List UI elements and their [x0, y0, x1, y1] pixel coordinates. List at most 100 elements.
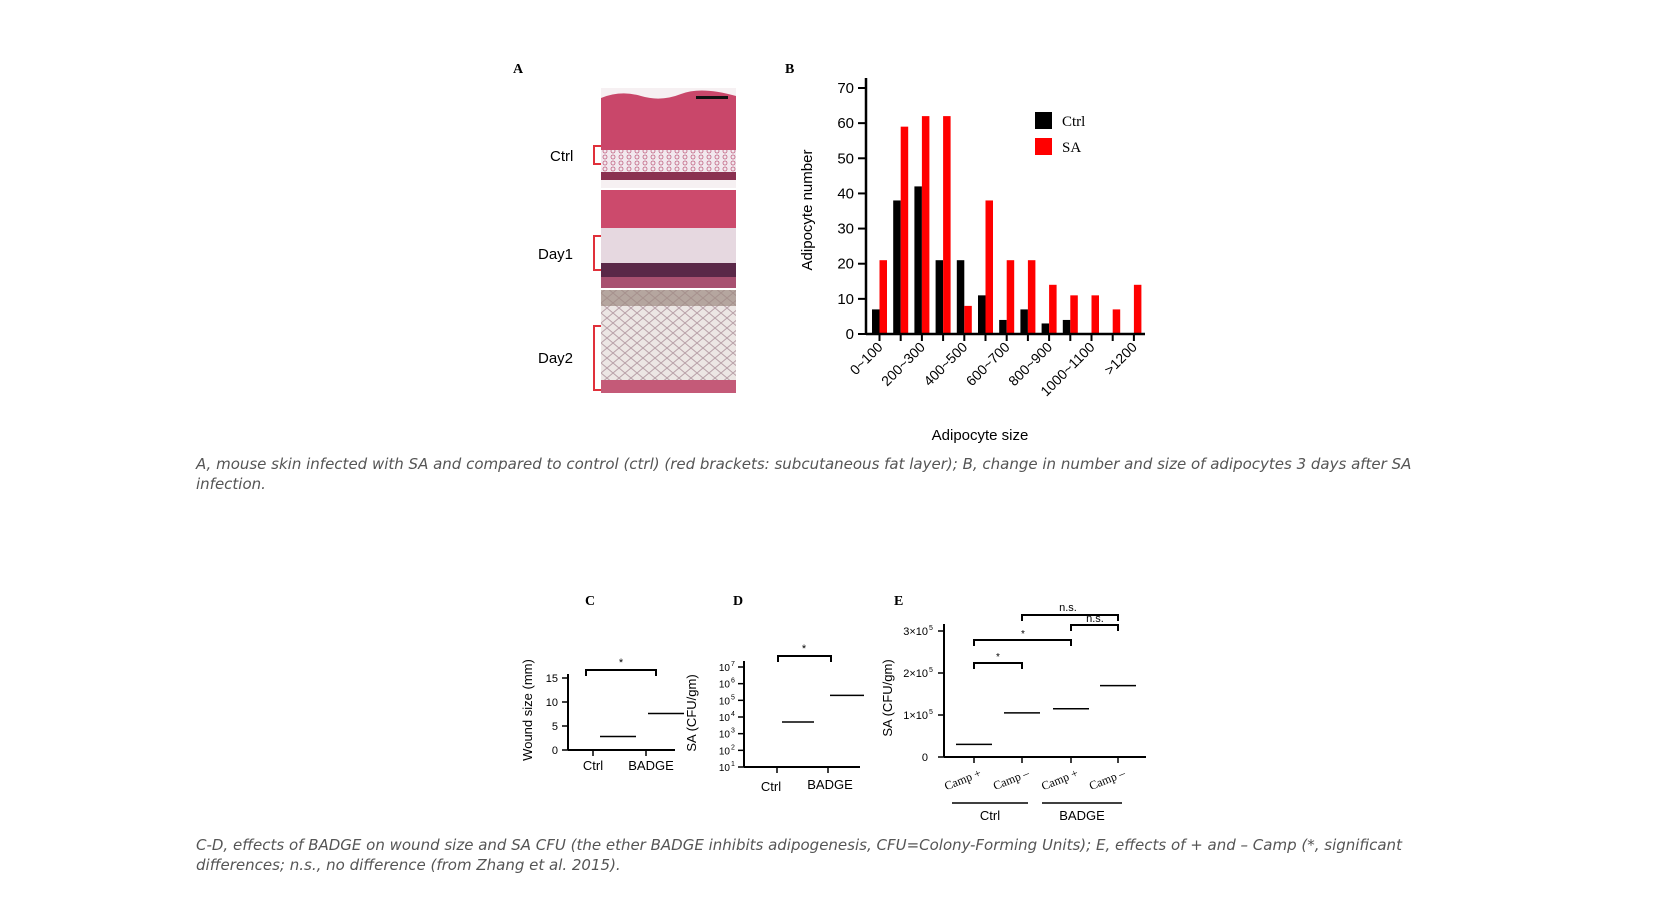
d-ytick-label: 10: [719, 663, 731, 674]
b-bar-ctrl-8: [1041, 323, 1050, 334]
b-y-axis-label: Adipocyte number: [799, 150, 816, 271]
b-bar-ctrl-0: [872, 309, 880, 334]
d-ytick-exponent: 1: [731, 761, 735, 768]
e-xtick-label: Camp +: [1039, 766, 1080, 793]
d-ytick-label: 10: [719, 746, 731, 757]
chart-b-adipocyte-histogram: 0 10 20 30 40 50 60 70 0~100200~300400~500600~7…: [799, 78, 1145, 444]
fat-layer-brackets: [593, 145, 601, 391]
panel-letter-a: A: [513, 62, 524, 77]
e-y-axis-label: SA (CFU/gm): [880, 659, 895, 736]
b-bar-sa-7: [1027, 260, 1036, 334]
b-ytick-label: 70: [837, 80, 854, 97]
e-ytick-label: 0: [922, 752, 928, 764]
chart-e-camp-effects: SA (CFU/gm) 01×10 52×10 53×10 5 Camp + Camp …: [880, 602, 1146, 823]
panel-letter-d: D: [733, 594, 744, 609]
b-xtick-label: 400~500: [920, 339, 970, 389]
d-ytick-label: 10: [719, 680, 731, 691]
e-xtick-label: Camp +: [942, 766, 983, 793]
b-legend-label-sa: SA: [1062, 140, 1081, 156]
d-y-axis-label: SA (CFU/gm): [684, 674, 699, 751]
b-bar-ctrl-3: [935, 260, 944, 334]
b-bar-sa-2: [921, 116, 930, 334]
e-sig-label-campplus: *: [1021, 629, 1025, 640]
b-xtick-label: 600~700: [963, 339, 1013, 389]
d-ytick-exponent: 4: [731, 711, 735, 718]
d-ytick-label: 10: [719, 730, 731, 741]
e-sig-label-ctrl-pair: *: [996, 652, 1000, 663]
e-ytick-exponent: 5: [929, 667, 933, 674]
d-significance-label: *: [802, 643, 807, 655]
b-bar-ctrl-1: [893, 200, 901, 334]
b-bar-ctrl-4: [956, 260, 965, 334]
c-ytick-label: 15: [546, 673, 558, 685]
e-group-label-badge: BADGE: [1059, 808, 1105, 823]
c-ytick-label: 10: [546, 697, 558, 709]
panel-letter-b: B: [785, 62, 795, 77]
d-ytick-exponent: 6: [731, 678, 735, 685]
d-significance-bracket: [777, 655, 832, 662]
c-significance-bracket: [585, 669, 657, 676]
b-bar-sa-1: [900, 126, 909, 335]
c-x-label-ctrl: Ctrl: [583, 758, 603, 773]
e-sig-bracket-ctrl-pair: [973, 662, 1023, 669]
b-legend-label-ctrl: Ctrl: [1062, 114, 1085, 130]
d-x-label-badge: BADGE: [807, 777, 853, 792]
d-ytick-exponent: 2: [731, 744, 735, 751]
c-ytick-label: 5: [552, 721, 558, 733]
e-ytick-label: 3×10: [903, 626, 928, 638]
b-x-axis-label: Adipocyte size: [932, 427, 1029, 444]
b-ytick-label: 10: [837, 291, 854, 308]
e-sig-label-campminus: n.s.: [1059, 602, 1077, 614]
e-sig-bracket-campplus: [973, 639, 1072, 646]
c-ytick-label: 0: [552, 745, 558, 757]
e-ytick-exponent: 5: [929, 625, 933, 632]
e-xtick-label: Camp –: [1087, 765, 1128, 792]
c-x-label-badge: BADGE: [628, 758, 674, 773]
b-bar-ctrl-5: [978, 295, 986, 334]
e-ytick-label: 2×10: [903, 668, 928, 680]
d-ytick-label: 10: [719, 713, 731, 724]
histology-label-ctrl: Ctrl: [550, 148, 574, 165]
b-xtick-label: 0~100: [846, 339, 885, 378]
b-ytick-label: 50: [837, 150, 854, 167]
e-group-label-ctrl: Ctrl: [980, 808, 1000, 823]
b-bar-sa-9: [1070, 295, 1078, 334]
caption-top: A, mouse skin infected with SA and compa…: [196, 455, 1412, 493]
e-sig-bracket-campminus: [1021, 614, 1119, 621]
e-sig-bracket-badge-pair: [1070, 624, 1119, 631]
b-ytick-label: 60: [837, 115, 854, 132]
d-ytick-label: 10: [719, 763, 731, 774]
b-bar-ctrl-6: [999, 319, 1007, 334]
b-bar-sa-6: [1006, 260, 1015, 334]
b-xtick-label: >1200: [1101, 339, 1140, 378]
d-x-label-ctrl: Ctrl: [761, 779, 781, 794]
histology-image: [601, 88, 736, 393]
b-bar-sa-5: [985, 200, 993, 334]
panel-letter-c: C: [585, 594, 596, 609]
e-xtick-label: Camp –: [991, 765, 1032, 792]
caption-bottom: C-D, effects of BADGE on wound size and …: [196, 836, 1402, 874]
b-bar-ctrl-7: [1020, 309, 1028, 334]
b-bar-sa-11: [1112, 309, 1121, 334]
c-significance-label: *: [619, 657, 624, 669]
b-bar-sa-4: [964, 305, 972, 334]
b-bar-sa-0: [879, 260, 887, 334]
e-ytick-label: 1×10: [903, 710, 928, 722]
b-ytick-label: 30: [837, 221, 854, 238]
b-ytick-label: 20: [837, 256, 854, 273]
c-y-axis-label: Wound size (mm): [520, 659, 535, 761]
b-bar-ctrl-9: [1062, 319, 1071, 334]
b-legend-swatch-sa: [1035, 138, 1052, 155]
b-bar-sa-12: [1133, 284, 1142, 334]
b-ytick-label: 0: [846, 326, 854, 343]
b-ytick-label: 40: [837, 185, 854, 202]
d-ytick-exponent: 3: [731, 728, 735, 735]
b-bar-ctrl-2: [914, 186, 922, 334]
b-xtick-label: 200~300: [878, 339, 928, 389]
e-ytick-exponent: 5: [929, 709, 933, 716]
panel-letter-e: E: [894, 594, 904, 609]
chart-c-wound-size: Wound size (mm) 0 5 10 15 Ctrl BADGE *: [520, 657, 684, 773]
d-ytick-label: 10: [719, 696, 731, 707]
b-legend-swatch-ctrl: [1035, 112, 1052, 129]
